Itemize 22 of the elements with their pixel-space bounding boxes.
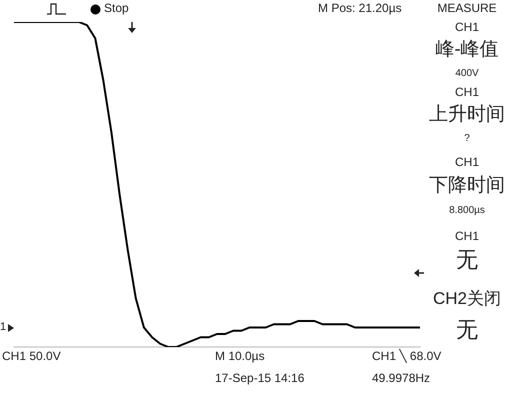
text: 8.800µs [449, 205, 485, 216]
text: 400V [455, 68, 479, 79]
text: CH1 [454, 229, 480, 244]
text: 无 [456, 247, 478, 272]
text: CH1 ╲ 68.0V [372, 349, 442, 364]
text: 1 [0, 321, 6, 334]
text: Stop [104, 1, 129, 16]
text: CH1 50.0V [2, 349, 61, 364]
text: 上升时间 [429, 104, 505, 126]
text: CH1 [454, 85, 480, 100]
text: CH1 [454, 20, 480, 34]
text: CH2关闭 [432, 289, 502, 309]
text: MEASURE [437, 1, 497, 16]
text: M Pos: 21.20µs [318, 1, 402, 16]
text: 下降时间 [429, 175, 505, 197]
text: 无 [456, 317, 478, 342]
text: 17-Sep-15 14:16 [215, 371, 304, 386]
text: 峰-峰值 [435, 39, 499, 61]
text: M 10.0µs [215, 349, 265, 364]
text: ? [464, 133, 470, 144]
text: 49.9978Hz [372, 371, 430, 386]
text: CH1 [454, 155, 480, 170]
